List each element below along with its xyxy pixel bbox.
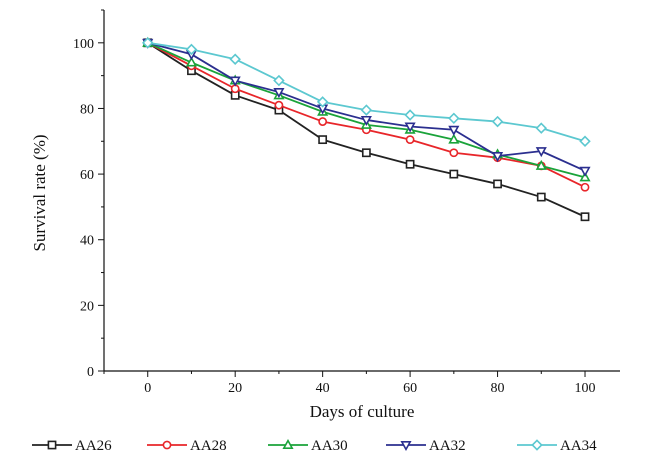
series-aa26 — [143, 38, 590, 222]
x-tick-label: 20 — [228, 381, 242, 396]
data-point — [229, 53, 241, 65]
legend-label: AA32 — [429, 438, 466, 454]
legend-item-aa26: AA26 — [32, 438, 112, 454]
legend-item-aa34: AA34 — [517, 438, 597, 454]
data-point — [579, 135, 591, 148]
data-point — [579, 166, 591, 177]
y-tick-label: 40 — [80, 234, 94, 249]
y-axis-label: Survival rate (%) — [30, 134, 49, 251]
legend-label: AA34 — [560, 438, 597, 454]
data-point — [318, 117, 328, 126]
data-point — [273, 74, 285, 87]
data-point — [185, 43, 198, 56]
legend-marker — [47, 440, 57, 450]
data-point — [535, 122, 548, 134]
data-point — [318, 135, 328, 145]
data-point — [448, 125, 460, 136]
data-point — [448, 112, 460, 125]
data-point — [493, 179, 502, 189]
axes: 0 20 40 60 80 100 0 20 40 60 80 100 — [73, 9, 620, 396]
legend-marker — [531, 439, 543, 451]
y-tick-label: 80 — [80, 102, 94, 117]
data-point — [491, 115, 504, 128]
data-point — [535, 159, 547, 170]
data-point — [536, 192, 546, 202]
legend-marker — [162, 440, 172, 450]
y-tick-label: 60 — [80, 168, 94, 183]
x-tick-label: 40 — [316, 381, 330, 396]
y-tick-label: 100 — [73, 37, 94, 52]
y-tick-label: 0 — [87, 365, 94, 380]
data-point — [580, 212, 590, 222]
data-point — [405, 135, 415, 145]
x-tick-label: 80 — [491, 381, 505, 396]
series-aa32 — [142, 38, 591, 177]
legend-label: AA30 — [311, 438, 348, 454]
legend-marker — [400, 440, 412, 452]
data-point — [448, 133, 460, 144]
legend-marker — [282, 438, 294, 450]
legend-item-aa30: AA30 — [268, 438, 348, 454]
x-tick-label: 60 — [403, 381, 417, 396]
series-aa34 — [141, 37, 591, 148]
data-point — [405, 159, 415, 169]
data-point — [404, 109, 416, 121]
legend-item-aa32: AA32 — [386, 438, 466, 454]
data-point — [404, 122, 416, 133]
x-axis-label: Days of culture — [310, 402, 415, 421]
legend-label: AA26 — [75, 438, 112, 454]
data-point — [274, 100, 284, 110]
legend-item-aa28: AA28 — [147, 438, 227, 454]
plot-area — [141, 36, 591, 222]
data-point — [360, 104, 373, 116]
data-point — [229, 76, 241, 87]
data-point — [535, 147, 547, 158]
y-tick-label: 20 — [80, 299, 94, 314]
data-point — [273, 88, 285, 99]
data-point — [492, 152, 504, 163]
data-point — [141, 37, 154, 49]
data-point — [449, 148, 459, 158]
data-point — [360, 115, 372, 126]
x-tick-label: 100 — [575, 381, 596, 396]
legend-label: AA28 — [190, 438, 227, 454]
x-tick-label: 0 — [144, 381, 151, 396]
data-point — [580, 182, 590, 192]
data-point — [185, 56, 198, 67]
legend: AA26 AA28 AA30 AA32 AA34 — [32, 438, 597, 454]
data-point — [449, 169, 459, 179]
data-point — [361, 148, 371, 158]
data-point — [316, 96, 329, 108]
